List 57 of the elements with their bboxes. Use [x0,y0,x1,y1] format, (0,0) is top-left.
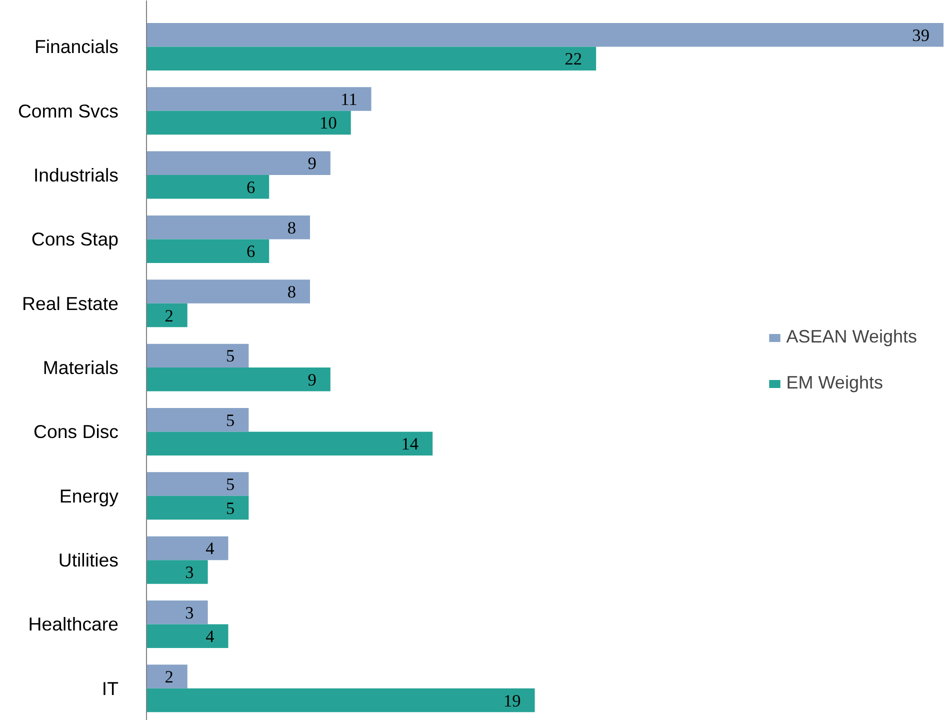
bar [146,46,596,70]
y-tick-label: Industrials [33,164,119,186]
data-label: 14 [401,434,419,454]
data-label: 4 [206,627,215,646]
bar [146,215,310,240]
data-label: 39 [912,26,930,45]
y-tick-label: IT [102,678,119,699]
bar [146,408,249,432]
data-label: 5 [226,410,235,430]
data-label: 4 [206,539,215,558]
data-label: 10 [320,114,337,133]
legend-label: EM Weights [786,372,883,394]
bar [146,175,270,199]
y-tick-label: Cons Disc [33,421,119,442]
bar [146,600,208,624]
bar [146,560,208,584]
data-label: 11 [340,90,358,110]
data-label: 8 [287,218,296,238]
bar [146,22,944,47]
y-tick-label: Materials [42,357,119,378]
bar [146,110,351,135]
y-tick-label: Utilities [58,550,118,571]
y-tick-label: Financials [34,36,119,58]
bar [146,303,188,328]
bar [146,151,330,176]
data-label: 9 [308,370,316,390]
data-label: 6 [246,178,256,197]
bar [146,664,188,688]
data-label: 5 [226,346,235,366]
bar [146,624,228,648]
bar [146,368,330,392]
data-label: 19 [503,691,521,710]
data-label: 5 [226,475,235,494]
bar [146,688,535,712]
data-label: 6 [246,242,256,262]
y-tick-label: Healthcare [28,614,119,635]
y-tick-label: Real Estate [22,292,119,314]
legend-label: ASEAN Weights [786,326,917,348]
bar [146,239,270,263]
data-label: 5 [226,498,235,518]
data-label: 2 [164,306,174,326]
bar [146,87,372,111]
y-tick-label: Energy [59,485,120,506]
y-tick-label: Comm Svcs [18,100,119,122]
data-label: 3 [185,562,194,582]
bar [146,280,310,304]
bar [146,432,433,456]
data-label: 8 [287,282,296,302]
data-label: 22 [564,50,582,69]
bar [146,496,249,520]
bar [146,536,228,560]
data-label: 9 [308,154,316,174]
bar [146,472,249,496]
y-tick-label: Cons Stap [31,228,119,250]
data-label: 2 [164,668,174,687]
data-label: 3 [185,603,194,622]
bar [146,344,249,368]
